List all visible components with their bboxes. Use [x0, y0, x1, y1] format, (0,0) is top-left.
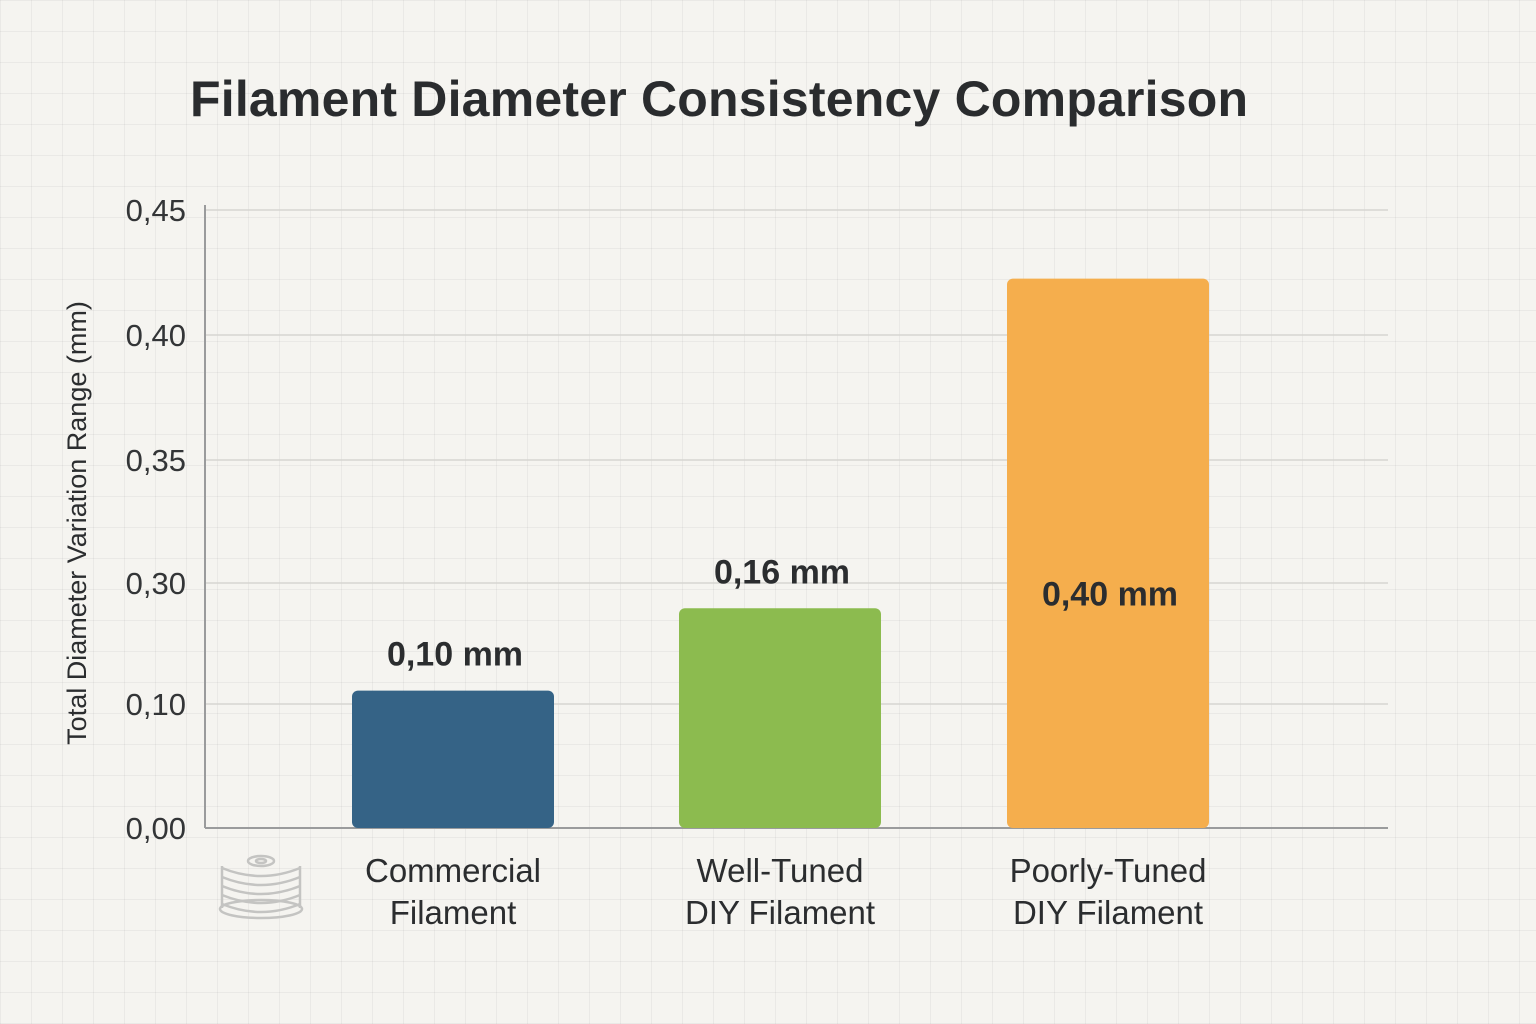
bar — [1007, 278, 1209, 829]
data-label: 0,40 mm — [1042, 576, 1178, 614]
data-labels: 0,10 mm 0,16 mm 0,40 mm — [387, 553, 1178, 673]
y-tick-label: 0,45 — [126, 193, 186, 228]
bars — [352, 278, 1209, 829]
filament-spool-icon — [218, 854, 304, 920]
category-label: Poorly-Tuned — [1010, 852, 1207, 889]
data-label: 0,16 mm — [714, 553, 850, 591]
y-tick-label: 0,35 — [126, 443, 186, 478]
chart-title: Filament Diameter Consistency Comparison — [190, 71, 1249, 127]
data-label: 0,10 mm — [387, 636, 523, 674]
category-label: DIY Filament — [1013, 894, 1203, 931]
category-label: DIY Filament — [685, 894, 875, 931]
y-axis-title: Total Diameter Variation Range (mm) — [62, 301, 92, 745]
y-tick-label: 0,00 — [126, 811, 186, 846]
bar — [679, 608, 881, 828]
y-tick-label: 0,40 — [126, 318, 186, 353]
category-labels: Commercial Filament Well-Tuned DIY Filament… — [365, 852, 1206, 931]
category-label: Commercial — [365, 852, 541, 889]
y-tick-labels: 0,00 0,10 0,30 0,35 0,40 0,45 — [126, 193, 186, 846]
category-label: Well-Tuned — [697, 852, 864, 889]
y-tick-label: 0,10 — [126, 687, 186, 722]
category-label: Filament — [390, 894, 517, 931]
bar — [352, 690, 554, 828]
y-tick-label: 0,30 — [126, 566, 186, 601]
